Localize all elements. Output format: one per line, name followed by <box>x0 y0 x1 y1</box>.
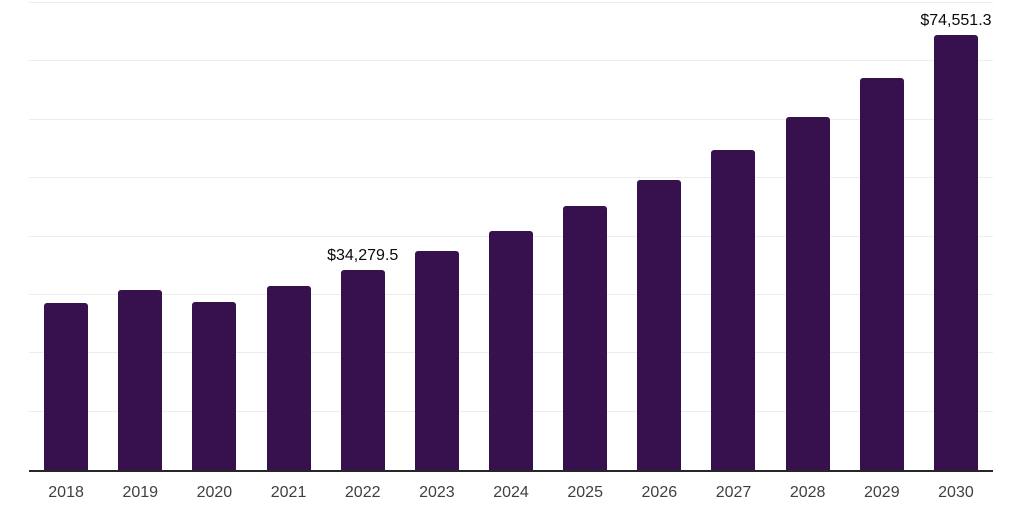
bar-slot-2024 <box>474 3 548 470</box>
bar-2026 <box>637 179 682 470</box>
bar-2021 <box>266 285 311 470</box>
bar-slot-2022: $34,279.5 <box>326 3 400 470</box>
data-label-2030: $74,551.3 <box>920 12 992 30</box>
x-tick-2020: 2020 <box>196 484 233 501</box>
bar-2023 <box>414 251 459 470</box>
bar-2022 <box>340 269 385 470</box>
bar-slot-2019 <box>103 3 177 470</box>
bar-slot-2027 <box>696 3 770 470</box>
bar-slot-2020 <box>177 3 251 470</box>
bar-slot-2023 <box>400 3 474 470</box>
gridline-50000 <box>29 177 993 179</box>
bar-2018 <box>44 303 89 470</box>
data-label-2022: $34,279.5 <box>327 247 399 265</box>
x-tick-2030: 2030 <box>938 484 974 501</box>
bar-2025 <box>563 206 608 470</box>
plot-area: $34,279.5 $74,551.3 <box>29 2 993 472</box>
bar-slot-2029 <box>845 3 919 470</box>
bar-slot-2028 <box>771 3 845 470</box>
x-axis-line <box>29 470 993 472</box>
bar-2029 <box>859 78 904 470</box>
bar-slot-2021 <box>251 3 325 470</box>
x-tick-2024: 2024 <box>493 484 529 501</box>
x-tick-2029: 2029 <box>864 484 900 501</box>
x-tick-2022: 2022 <box>344 484 381 501</box>
x-tick-2023: 2023 <box>419 484 455 501</box>
x-tick-2019: 2019 <box>122 484 159 501</box>
bar-2019 <box>118 289 163 470</box>
x-tick-2025: 2025 <box>567 484 603 501</box>
gridline-70000 <box>29 60 993 62</box>
bar-series: $34,279.5 $74,551.3 <box>29 3 993 470</box>
bar-slot-2026 <box>622 3 696 470</box>
x-tick-2021: 2021 <box>270 484 307 501</box>
gridline-60000 <box>29 118 993 120</box>
x-axis: 2018 2019 2020 2021 2022 2023 2024 2025 2026 2027… <box>29 484 993 502</box>
bar-2028 <box>785 116 830 470</box>
bar-slot-2030: $74,551.3 <box>919 3 993 470</box>
x-tick-2018: 2018 <box>48 484 84 501</box>
bar-2020 <box>192 301 237 470</box>
gridline-80000 <box>29 2 993 3</box>
bar-2027 <box>711 150 756 470</box>
bar-2030 <box>933 34 978 470</box>
bar-slot-2025 <box>548 3 622 470</box>
x-tick-2026: 2026 <box>641 484 678 501</box>
x-tick-2028: 2028 <box>789 484 826 501</box>
bar-slot-2018 <box>29 3 103 470</box>
bar-2024 <box>489 230 534 470</box>
x-tick-2027: 2027 <box>715 484 752 501</box>
